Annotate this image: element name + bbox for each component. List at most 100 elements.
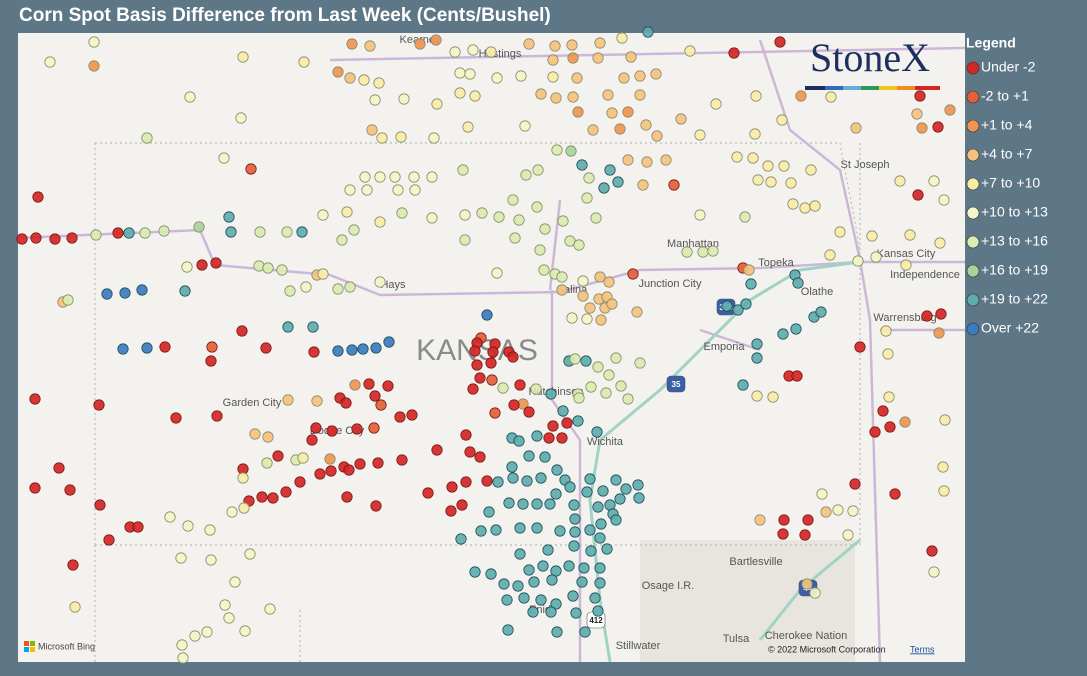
location-dot[interactable]: [159, 341, 171, 353]
location-dot[interactable]: [852, 255, 864, 267]
location-dot[interactable]: [916, 122, 928, 134]
location-dot[interactable]: [67, 559, 79, 571]
location-dot[interactable]: [776, 114, 788, 126]
location-dot[interactable]: [543, 432, 555, 444]
location-dot[interactable]: [569, 526, 581, 538]
location-dot[interactable]: [523, 450, 535, 462]
location-dot[interactable]: [581, 313, 593, 325]
location-dot[interactable]: [481, 309, 493, 321]
location-dot[interactable]: [681, 246, 693, 258]
location-dot[interactable]: [357, 343, 369, 355]
location-dot[interactable]: [869, 426, 881, 438]
location-dot[interactable]: [880, 325, 892, 337]
location-dot[interactable]: [344, 281, 356, 293]
location-dot[interactable]: [535, 88, 547, 100]
location-dot[interactable]: [570, 607, 582, 619]
location-dot[interactable]: [62, 294, 74, 306]
location-dot[interactable]: [501, 594, 513, 606]
location-dot[interactable]: [610, 474, 622, 486]
location-dot[interactable]: [928, 175, 940, 187]
location-dot[interactable]: [225, 226, 237, 238]
location-dot[interactable]: [136, 284, 148, 296]
location-dot[interactable]: [598, 182, 610, 194]
location-dot[interactable]: [414, 38, 426, 50]
location-dot[interactable]: [537, 560, 549, 572]
location-dot[interactable]: [572, 106, 584, 118]
location-dot[interactable]: [361, 184, 373, 196]
location-dot[interactable]: [459, 234, 471, 246]
location-dot[interactable]: [631, 306, 643, 318]
location-dot[interactable]: [585, 545, 597, 557]
location-dot[interactable]: [513, 214, 525, 226]
location-dot[interactable]: [317, 209, 329, 221]
location-dot[interactable]: [935, 308, 947, 320]
location-dot[interactable]: [343, 464, 355, 476]
location-dot[interactable]: [777, 528, 789, 540]
location-dot[interactable]: [64, 484, 76, 496]
location-dot[interactable]: [306, 434, 318, 446]
location-dot[interactable]: [382, 380, 394, 392]
location-dot[interactable]: [239, 625, 251, 637]
location-dot[interactable]: [446, 481, 458, 493]
location-dot[interactable]: [475, 525, 487, 537]
location-dot[interactable]: [787, 198, 799, 210]
location-dot[interactable]: [589, 592, 601, 604]
location-dot[interactable]: [428, 132, 440, 144]
location-dot[interactable]: [370, 500, 382, 512]
location-dot[interactable]: [556, 284, 568, 296]
location-dot[interactable]: [469, 566, 481, 578]
location-dot[interactable]: [595, 314, 607, 326]
location-dot[interactable]: [938, 194, 950, 206]
location-dot[interactable]: [694, 129, 706, 141]
location-dot[interactable]: [392, 184, 404, 196]
location-dot[interactable]: [336, 234, 348, 246]
location-dot[interactable]: [431, 444, 443, 456]
location-dot[interactable]: [523, 564, 535, 576]
location-dot[interactable]: [847, 505, 859, 517]
location-dot[interactable]: [408, 171, 420, 183]
location-dot[interactable]: [604, 164, 616, 176]
location-dot[interactable]: [933, 327, 945, 339]
location-dot[interactable]: [325, 465, 337, 477]
location-dot[interactable]: [600, 387, 612, 399]
location-dot[interactable]: [801, 578, 813, 590]
location-dot[interactable]: [710, 98, 722, 110]
location-dot[interactable]: [507, 472, 519, 484]
location-dot[interactable]: [747, 152, 759, 164]
location-dot[interactable]: [507, 351, 519, 363]
location-dot[interactable]: [606, 107, 618, 119]
location-dot[interactable]: [790, 323, 802, 335]
location-dot[interactable]: [642, 26, 654, 38]
location-dot[interactable]: [939, 414, 951, 426]
location-dot[interactable]: [551, 626, 563, 638]
location-dot[interactable]: [374, 276, 386, 288]
location-dot[interactable]: [928, 566, 940, 578]
location-dot[interactable]: [606, 298, 618, 310]
location-dot[interactable]: [573, 392, 585, 404]
location-dot[interactable]: [870, 251, 882, 263]
location-dot[interactable]: [809, 200, 821, 212]
location-dot[interactable]: [547, 420, 559, 432]
legend-label[interactable]: +19 to +22: [981, 291, 1048, 307]
location-dot[interactable]: [739, 211, 751, 223]
location-dot[interactable]: [260, 342, 272, 354]
location-dot[interactable]: [850, 122, 862, 134]
location-dot[interactable]: [668, 179, 680, 191]
legend-label[interactable]: -2 to +1: [981, 88, 1029, 104]
location-dot[interactable]: [549, 40, 561, 52]
location-dot[interactable]: [545, 388, 557, 400]
location-dot[interactable]: [556, 432, 568, 444]
location-dot[interactable]: [561, 417, 573, 429]
location-dot[interactable]: [535, 472, 547, 484]
location-dot[interactable]: [276, 264, 288, 276]
location-dot[interactable]: [517, 498, 529, 510]
location-dot[interactable]: [249, 428, 261, 440]
location-dot[interactable]: [583, 172, 595, 184]
location-dot[interactable]: [513, 435, 525, 447]
location-dot[interactable]: [899, 416, 911, 428]
legend-label[interactable]: +10 to +13: [981, 204, 1048, 220]
location-dot[interactable]: [282, 321, 294, 333]
location-dot[interactable]: [637, 179, 649, 191]
location-dot[interactable]: [267, 492, 279, 504]
location-dot[interactable]: [569, 513, 581, 525]
